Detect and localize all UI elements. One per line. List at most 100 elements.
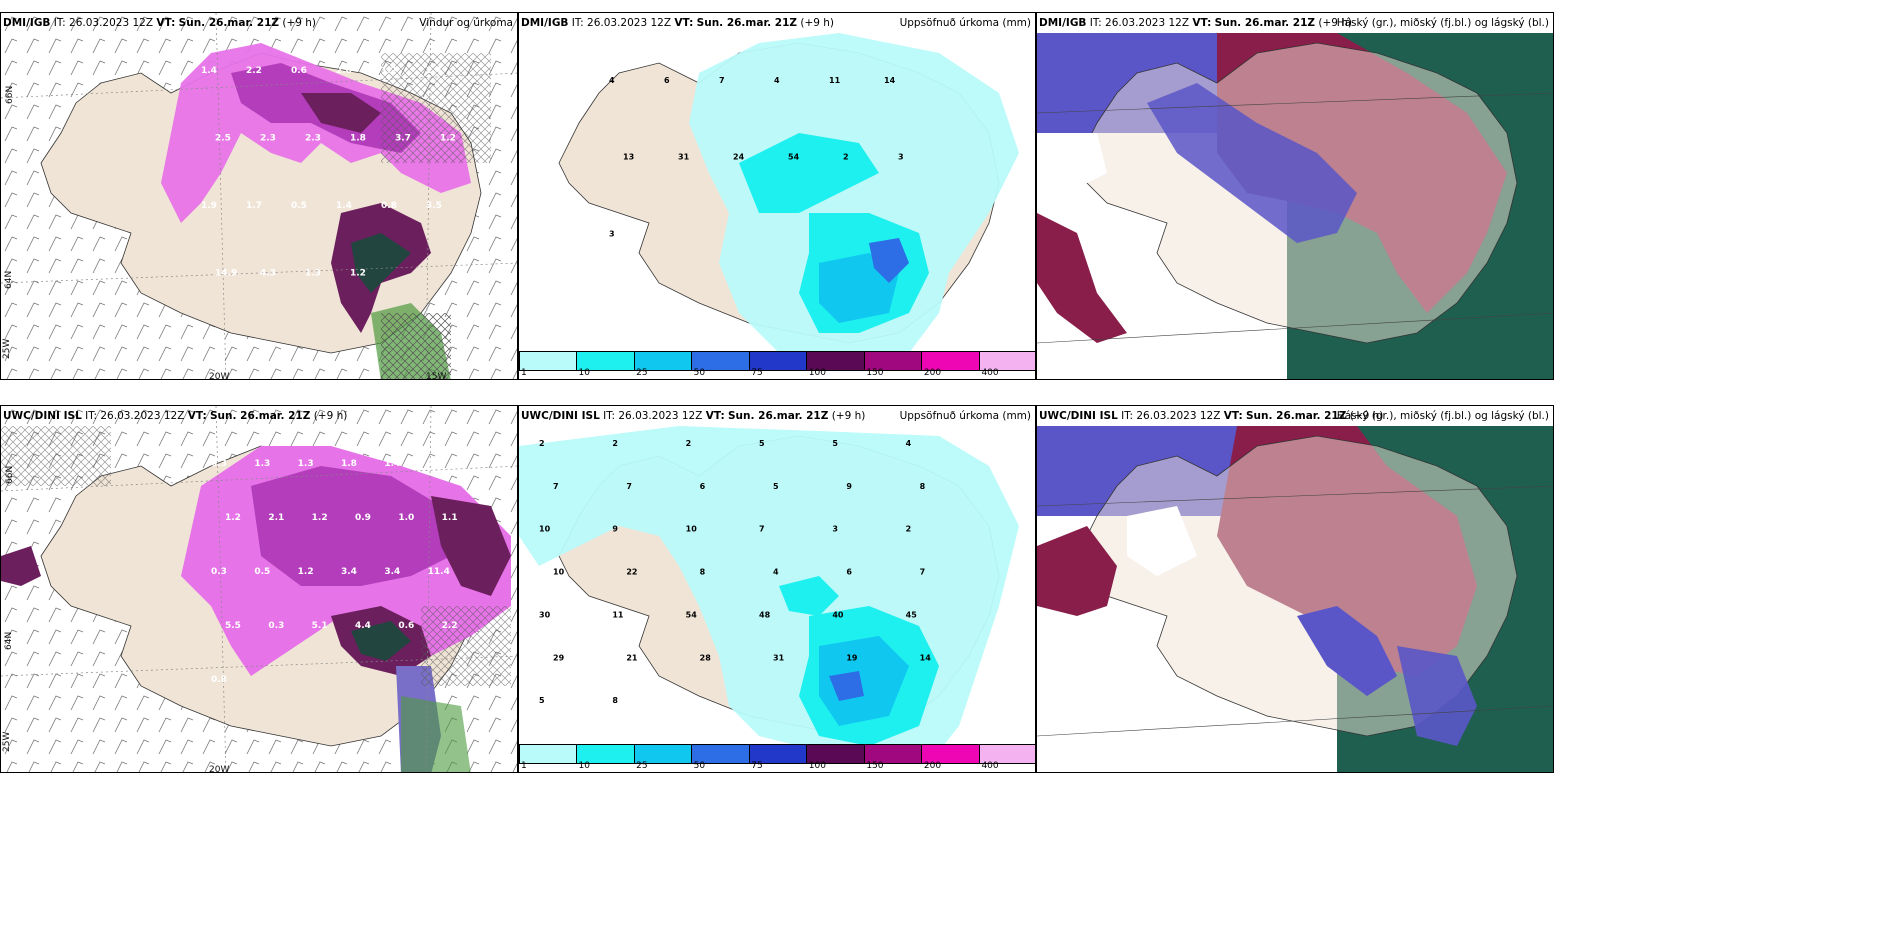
colorbar-tick: 100 bbox=[808, 761, 826, 771]
colorbar-segment bbox=[692, 745, 750, 763]
colorbar-tick: 400 bbox=[981, 761, 999, 771]
colorbar-tick: 25 bbox=[636, 761, 648, 771]
colorbar-segment bbox=[692, 352, 750, 370]
map-bottom-wind: 0.3 1.3 1.3 1.8 1.4 1.6 1.2 2.1 1.2 0.9 1.0 1.1 0.3 0… bbox=[1, 406, 517, 773]
value-label: 1.3 bbox=[305, 269, 321, 279]
panel-bottom-wind: 0.3 1.3 1.3 1.8 1.4 1.6 1.2 2.1 1.2 0.9 1.0 1.1 0.3 0… bbox=[0, 405, 518, 773]
value-label: 10 bbox=[686, 525, 698, 534]
value-label: 1.0 bbox=[398, 513, 414, 523]
value-label: 1.2 bbox=[312, 513, 328, 523]
value-label: 6 bbox=[664, 76, 670, 85]
colorbar-tick: 100 bbox=[808, 368, 826, 378]
value-label: 4.4 bbox=[355, 621, 371, 631]
panel-title: Háský (gr.), miðský (fj.bl.) og lágský (… bbox=[1336, 410, 1549, 422]
value-label: 14.9 bbox=[215, 269, 237, 279]
value-label: 2.3 bbox=[305, 134, 321, 144]
value-label: 2.4 bbox=[426, 66, 442, 76]
lat-label-66: 66N bbox=[5, 466, 15, 484]
value-label: 5 bbox=[832, 439, 838, 448]
map-top-wind: 1.4 2.2 0.6 2.0 1.2 2.4 2.5 2.3 2.3 1.8 3.7 1.2 1.9 1… bbox=[1, 13, 517, 380]
value-label: 10 bbox=[553, 568, 565, 577]
colorbar-tick: 50 bbox=[693, 368, 706, 378]
panel-title: Vindur og úrkoma bbox=[419, 17, 513, 29]
value-label: 40 bbox=[832, 610, 844, 619]
colorbar-segment bbox=[979, 352, 1035, 370]
value-label: 3 bbox=[898, 153, 904, 162]
value-label: 2 bbox=[843, 153, 849, 162]
value-label: 2.2 bbox=[246, 66, 262, 76]
value-label: 1.2 bbox=[350, 269, 366, 279]
value-label: 3 bbox=[832, 525, 838, 534]
value-label: 0.6 bbox=[291, 66, 307, 76]
value-label: 48 bbox=[759, 610, 771, 619]
value-label: 7 bbox=[626, 482, 632, 491]
value-label: 2.0 bbox=[336, 66, 352, 76]
value-label: 31 bbox=[678, 153, 690, 162]
panel-header: DMI/IGB IT: 26.03.2023 12Z VT: Sun. 26.m… bbox=[521, 17, 835, 29]
colorbar-tick: 50 bbox=[693, 761, 706, 771]
value-label: 4.3 bbox=[260, 269, 276, 279]
value-label: 9 bbox=[612, 525, 618, 534]
value-label: 8 bbox=[700, 568, 706, 577]
value-label: 11 bbox=[829, 76, 841, 85]
colorbar-segment bbox=[922, 745, 980, 763]
colorbar-tick: 10 bbox=[578, 368, 590, 378]
colorbar-tick: 1 bbox=[521, 761, 527, 771]
lon-label-15: 15W bbox=[426, 372, 446, 380]
value-label: 1.3 bbox=[298, 459, 314, 469]
value-label: 1.8 bbox=[350, 134, 366, 144]
value-label: 5 bbox=[759, 439, 765, 448]
panel-bottom-clouds: UWC/DINI ISL IT: 26.03.2023 12Z VT: Sun.… bbox=[1036, 405, 1554, 773]
value-label: 0.6 bbox=[398, 621, 414, 631]
value-label: 4 bbox=[774, 76, 780, 85]
value-label: 3.7 bbox=[395, 134, 411, 144]
panel-top-accum: 4 6 7 4 11 14 13 31 24 54 2 3 3 DMI/IGB IT: 26.03.20… bbox=[518, 12, 1036, 380]
value-label: 1.2 bbox=[381, 66, 397, 76]
value-label: 30 bbox=[539, 610, 551, 619]
value-label: 9 bbox=[846, 482, 852, 491]
value-label: 0.8 bbox=[381, 201, 397, 211]
value-label: 0.9 bbox=[355, 513, 371, 523]
colorbar-tick: 75 bbox=[751, 368, 763, 378]
value-label: 1.3 bbox=[254, 459, 270, 469]
value-label: 1.4 bbox=[336, 201, 352, 211]
colorbar bbox=[519, 744, 1035, 764]
value-label: 2 bbox=[539, 439, 545, 448]
value-label: 2 bbox=[686, 439, 692, 448]
value-label: 4 bbox=[773, 568, 779, 577]
value-label: 1.7 bbox=[246, 201, 262, 211]
value-label: 3.4 bbox=[384, 567, 400, 577]
lon-label-20: 20W bbox=[209, 372, 229, 380]
colorbar-segment bbox=[520, 352, 578, 370]
value-label: 28 bbox=[700, 653, 712, 662]
value-label: 2.5 bbox=[215, 134, 231, 144]
panel-title: Háský (gr.), miðský (fj.bl.) og lágský (… bbox=[1336, 17, 1549, 29]
value-label: 19 bbox=[846, 653, 858, 662]
value-label: 1.2 bbox=[298, 567, 314, 577]
panel-title: Uppsöfnuð úrkoma (mm) bbox=[899, 17, 1031, 29]
colorbar-tick: 75 bbox=[751, 761, 763, 771]
colorbar-segment bbox=[922, 352, 980, 370]
colorbar-segment bbox=[864, 745, 923, 763]
colorbar-tick: 150 bbox=[866, 761, 884, 771]
value-label: 5.1 bbox=[312, 621, 328, 631]
colorbar-segment bbox=[979, 745, 1035, 763]
value-label: 6 bbox=[700, 482, 706, 491]
value-label: 5 bbox=[539, 696, 545, 705]
colorbar-segment bbox=[807, 745, 865, 763]
value-label: 7 bbox=[719, 76, 725, 85]
value-label: 10 bbox=[539, 525, 551, 534]
value-label: 3.5 bbox=[426, 201, 442, 211]
panel-header: UWC/DINI ISL IT: 26.03.2023 12Z VT: Sun.… bbox=[3, 410, 348, 422]
value-label: 45 bbox=[906, 610, 918, 619]
value-label: 2.1 bbox=[268, 513, 284, 523]
lon-label-20: 20W bbox=[209, 765, 229, 773]
value-label: 4 bbox=[906, 439, 912, 448]
value-label: 13 bbox=[623, 153, 634, 162]
colorbar-segment bbox=[577, 352, 635, 370]
value-label: 11.4 bbox=[428, 567, 450, 577]
colorbar-segment bbox=[749, 745, 808, 763]
value-label: 1.4 bbox=[201, 66, 217, 76]
lon-label-25: 25W bbox=[2, 339, 12, 359]
value-label: 5 bbox=[773, 482, 779, 491]
